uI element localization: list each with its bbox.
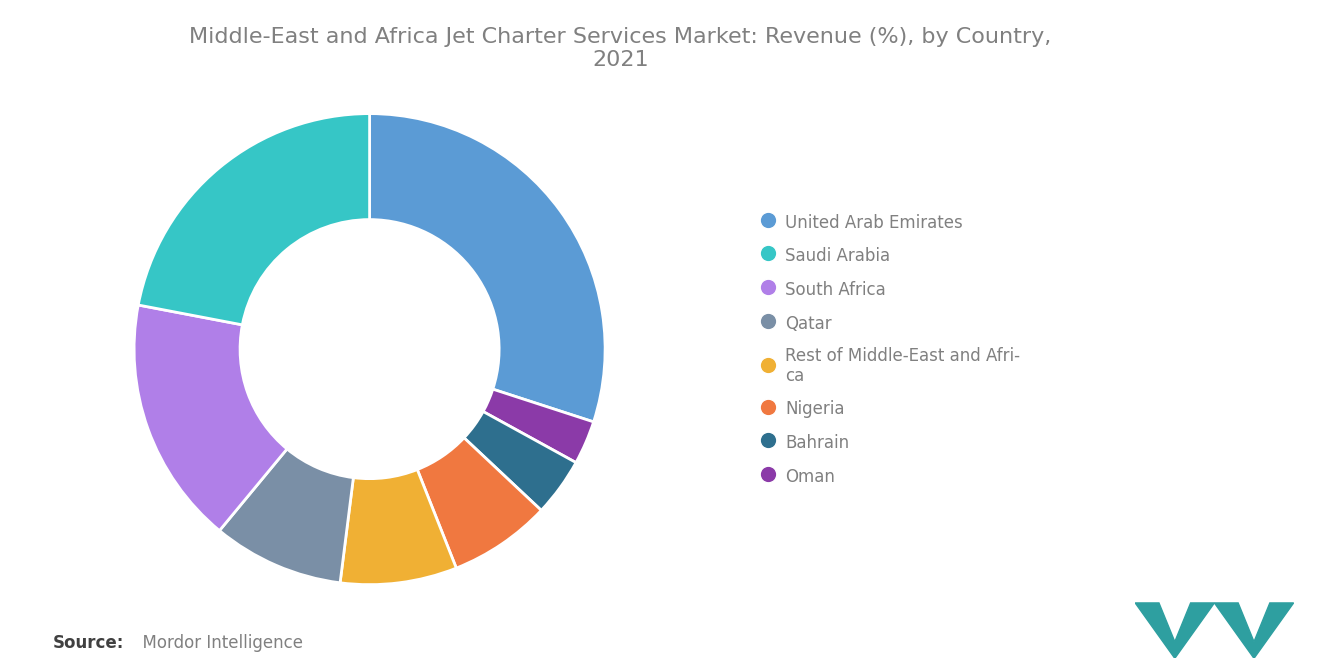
Wedge shape [465, 412, 576, 510]
Wedge shape [139, 114, 370, 325]
Wedge shape [370, 114, 605, 422]
Wedge shape [483, 389, 594, 463]
Polygon shape [1135, 603, 1214, 658]
Legend: United Arab Emirates, Saudi Arabia, South Africa, Qatar, Rest of Middle-East and: United Arab Emirates, Saudi Arabia, Sout… [755, 203, 1028, 495]
Wedge shape [341, 469, 457, 585]
Wedge shape [135, 305, 286, 531]
Text: Mordor Intelligence: Mordor Intelligence [132, 634, 304, 652]
Text: Source:: Source: [53, 634, 124, 652]
Text: Middle-East and Africa Jet Charter Services Market: Revenue (%), by Country,
202: Middle-East and Africa Jet Charter Servi… [189, 27, 1052, 70]
Wedge shape [219, 449, 354, 583]
Polygon shape [1214, 603, 1294, 658]
Wedge shape [417, 438, 541, 568]
